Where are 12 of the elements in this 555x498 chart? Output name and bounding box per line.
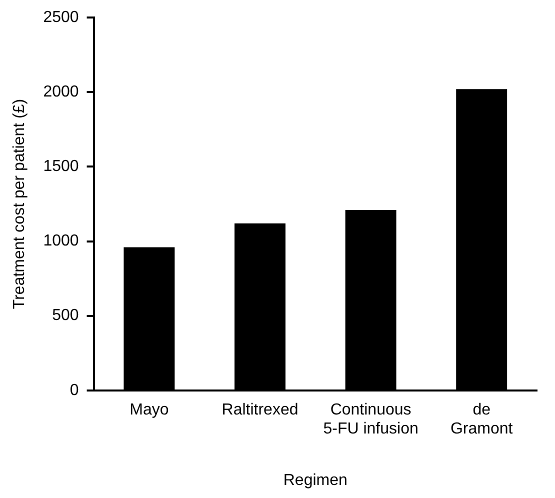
- x-tick-label: Mayo: [130, 401, 169, 418]
- y-tick-label: 0: [70, 382, 79, 399]
- y-axis-title: Treatment cost per patient (£): [11, 98, 28, 310]
- x-tick-label: de Gramont: [450, 401, 514, 438]
- x-axis-title: Regimen: [283, 472, 348, 489]
- y-tick-label: 1500: [43, 158, 79, 176]
- x-tick-label: Continuous 5-FU infusion: [323, 401, 418, 438]
- y-tick-label: 2500: [43, 9, 79, 26]
- y-tick-label: 1000: [43, 232, 79, 250]
- y-tick-label: 500: [52, 307, 79, 324]
- y-tick-label: 2000: [43, 84, 79, 101]
- x-tick-label: Raltitrexed: [222, 401, 298, 418]
